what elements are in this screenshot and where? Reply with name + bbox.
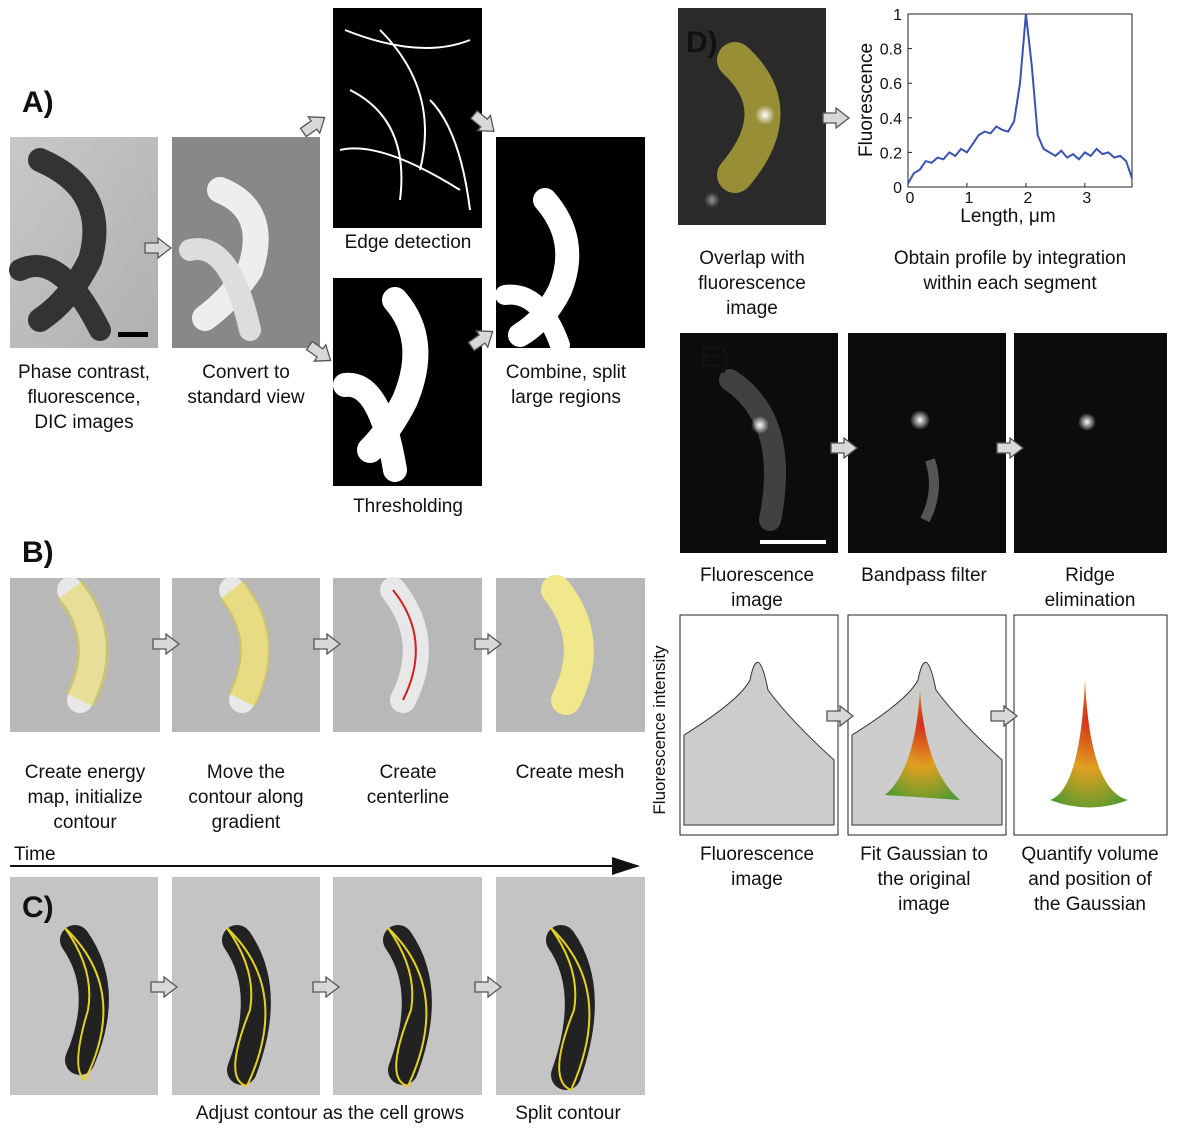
caption: the original bbox=[878, 869, 971, 890]
caption: image bbox=[726, 298, 778, 319]
profile-line bbox=[908, 14, 1132, 184]
panel-label: E) bbox=[700, 341, 730, 374]
caption: Create bbox=[379, 762, 436, 783]
x-tick-label: 2 bbox=[1023, 190, 1032, 207]
panel-b-images bbox=[10, 578, 645, 732]
x-tick-label: 0 bbox=[906, 190, 915, 207]
caption: Move the bbox=[207, 762, 285, 783]
x-tick-label: 3 bbox=[1082, 190, 1091, 207]
caption: the Gaussian bbox=[1034, 894, 1146, 915]
caption: centerline bbox=[367, 787, 449, 808]
panel-label: A) bbox=[22, 86, 54, 119]
x-tick-label: 1 bbox=[964, 190, 973, 207]
panel-label: B) bbox=[22, 536, 54, 569]
y-axis-label: Fluorescence bbox=[856, 43, 877, 157]
y-tick-label: 0.8 bbox=[880, 42, 902, 59]
figure: Length, μm Fluorescence 0 0.2 0.4 0.6 0.8 1 0 1… bbox=[0, 0, 1184, 1128]
y-tick-label: 1 bbox=[893, 7, 902, 24]
x-axis-label: Length, μm bbox=[960, 206, 1055, 227]
caption: Create mesh bbox=[516, 762, 625, 783]
caption: Ridge bbox=[1065, 565, 1115, 586]
caption: Split contour bbox=[515, 1103, 621, 1124]
caption: and position of bbox=[1028, 869, 1152, 890]
caption: within each segment bbox=[922, 273, 1097, 294]
profile-chart: Length, μm Fluorescence 0 0.2 0.4 0.6 0.8 1 0 1… bbox=[856, 7, 1132, 227]
caption: standard view bbox=[187, 387, 305, 408]
caption: contour along bbox=[188, 787, 303, 808]
y-tick-label: 0.4 bbox=[880, 111, 902, 128]
caption: Fit Gaussian to bbox=[860, 844, 988, 865]
panel-label: C) bbox=[22, 891, 54, 924]
time-label: Time bbox=[14, 844, 56, 865]
caption: Bandpass filter bbox=[861, 565, 987, 586]
z-axis-label: Fluorescence intensity bbox=[650, 645, 669, 815]
caption: image bbox=[898, 894, 950, 915]
caption: Combine, split bbox=[506, 362, 627, 383]
caption: DIC images bbox=[34, 412, 133, 433]
caption: Edge detection bbox=[345, 232, 472, 253]
caption: Overlap with bbox=[699, 248, 805, 269]
caption: contour bbox=[53, 812, 117, 833]
caption: Quantify volume bbox=[1021, 844, 1158, 865]
panel-label: D) bbox=[686, 26, 718, 59]
y-tick-label: 0.2 bbox=[880, 145, 902, 162]
y-tick-label: 0.6 bbox=[880, 76, 902, 93]
caption: Create energy bbox=[25, 762, 146, 783]
caption: Fluorescence bbox=[700, 565, 814, 586]
caption: fluorescence bbox=[698, 273, 806, 294]
caption: elimination bbox=[1045, 590, 1136, 611]
caption: Fluorescence bbox=[700, 844, 814, 865]
caption: map, initialize bbox=[27, 787, 142, 808]
caption: Obtain profile by integration bbox=[894, 248, 1126, 269]
plot-frame bbox=[908, 14, 1132, 187]
time-arrow bbox=[10, 857, 640, 875]
caption: Thresholding bbox=[353, 496, 463, 517]
caption: image bbox=[731, 590, 783, 611]
y-tick-label: 0 bbox=[893, 180, 902, 197]
caption: Adjust contour as the cell grows bbox=[196, 1103, 464, 1124]
caption: Convert to bbox=[202, 362, 290, 383]
caption: gradient bbox=[212, 812, 281, 833]
caption: Phase contrast, bbox=[18, 362, 150, 383]
caption: image bbox=[731, 869, 783, 890]
caption: fluorescence, bbox=[27, 387, 140, 408]
caption: large regions bbox=[511, 387, 621, 408]
